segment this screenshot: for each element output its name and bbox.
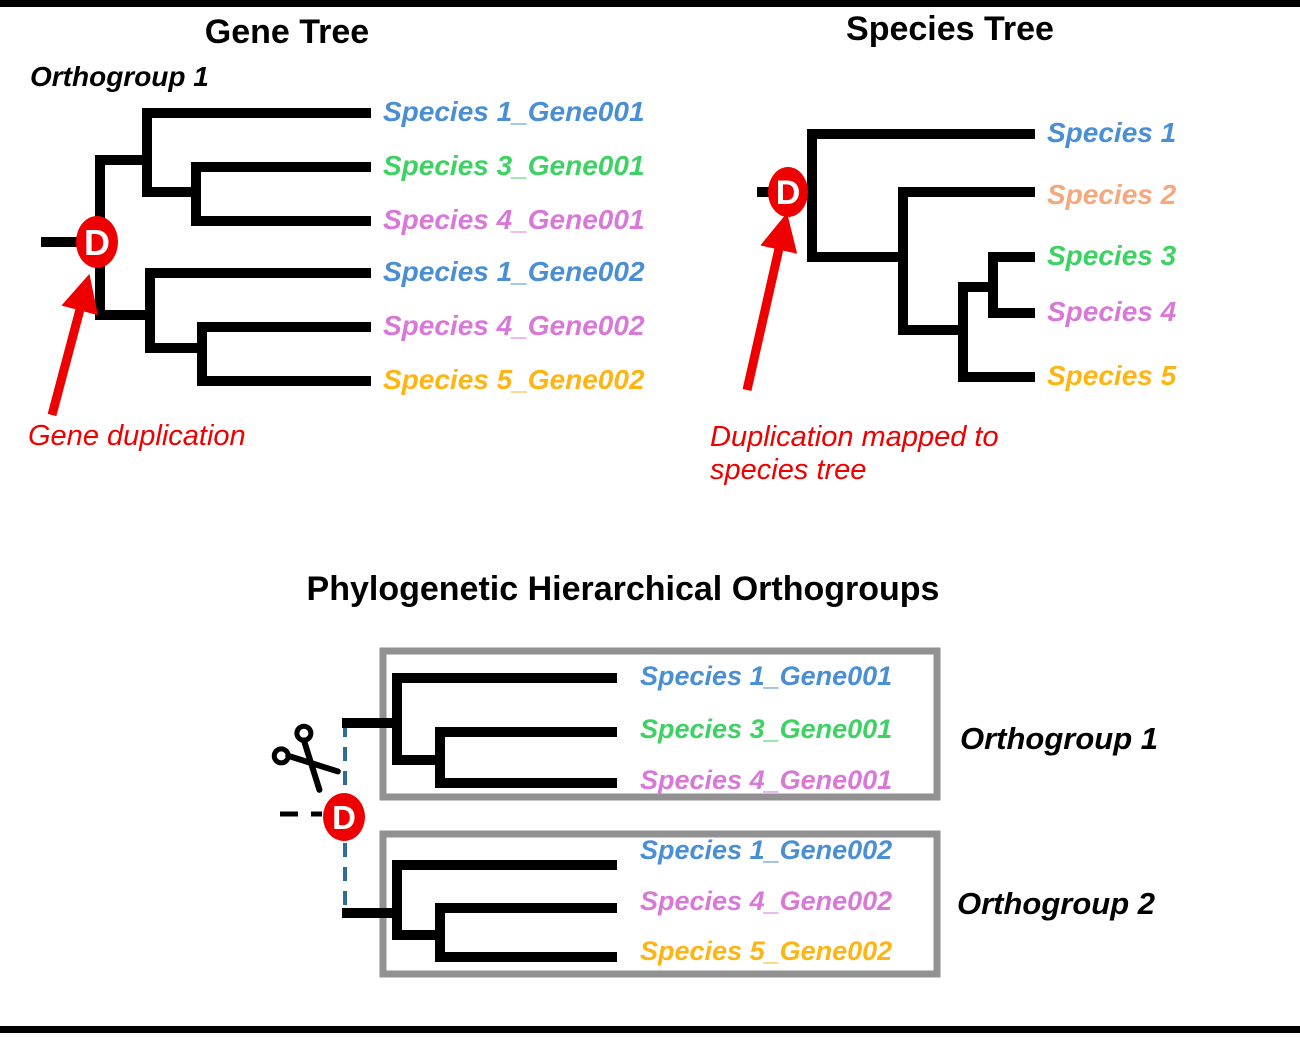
orthogroup-2-box xyxy=(379,830,941,978)
gene-duplication-arrow xyxy=(47,273,99,417)
orthogroup-2-name: Orthogroup 2 xyxy=(957,886,1156,921)
scissors-icon xyxy=(271,723,341,793)
gene-tree-leaf-label: Species 4_Gene001 xyxy=(383,204,645,235)
hierarchical-orthogroups-title: Phylogenetic Hierarchical Orthogroups xyxy=(306,570,940,608)
gene-tree-leaf-label: Species 5_Gene002 xyxy=(383,364,645,395)
orthogroup-1-leaf-label: Species 1_Gene001 xyxy=(640,661,893,691)
species-tree-leaf-label: Species 3 xyxy=(1047,240,1177,271)
orthogroup-1-name: Orthogroup 1 xyxy=(960,721,1159,756)
gene-tree-leaf-label: Species 4_Gene002 xyxy=(383,310,645,341)
species-tree-leaf-label: Species 4 xyxy=(1047,296,1177,327)
orthogroups-duplication-node-label: D xyxy=(332,799,356,836)
gene-tree-leaf-label: Species 3_Gene001 xyxy=(383,150,645,181)
species-tree-duplication-node-label: D xyxy=(776,174,801,212)
gene-tree-duplication-node: D xyxy=(76,216,118,268)
gene-duplication-annotation: Gene duplication xyxy=(28,420,246,452)
species-tree-title: Species Tree xyxy=(846,10,1054,48)
orthogroup-1-leaf-label: Species 4_Gene001 xyxy=(640,765,893,795)
orthogroup-1-leaf-label: Species 3_Gene001 xyxy=(640,714,893,744)
orthogroup-2-tree-branches xyxy=(342,860,617,962)
gene-tree-leaf-label: Species 1_Gene001 xyxy=(383,96,645,127)
orthogroup-2-leaf-label: Species 4_Gene002 xyxy=(640,886,893,916)
species-tree-leaf-label: Species 5 xyxy=(1047,360,1177,391)
orthogroup-2-leaf-label: Species 5_Gene002 xyxy=(640,936,893,966)
gene-tree-orthogroup-label: Orthogroup 1 xyxy=(30,61,209,92)
species-tree-duplication-arrow xyxy=(742,212,798,391)
gene-tree-duplication-node-label: D xyxy=(84,222,110,263)
species-duplication-annotation-line1: Duplication mapped to xyxy=(710,421,999,453)
species-duplication-annotation: Duplication mapped to species tree xyxy=(710,421,999,488)
orthogroup-1-tree-branches xyxy=(342,673,617,788)
orthogroup-2-leaf-label: Species 1_Gene002 xyxy=(640,835,893,865)
gene-tree-leaf-label: Species 1_Gene002 xyxy=(383,256,645,287)
species-tree-branches xyxy=(757,129,1035,382)
species-tree-leaf-label: Species 1 xyxy=(1047,117,1177,148)
top-border xyxy=(0,0,1300,7)
species-duplication-annotation-line2: species tree xyxy=(710,454,867,487)
gene-tree-title: Gene Tree xyxy=(204,13,370,51)
bottom-border xyxy=(0,1026,1300,1033)
species-tree-duplication-node: D xyxy=(768,167,808,217)
orthogroups-duplication-node: D xyxy=(323,793,365,841)
species-tree-leaf-label: Species 2 xyxy=(1047,179,1177,210)
